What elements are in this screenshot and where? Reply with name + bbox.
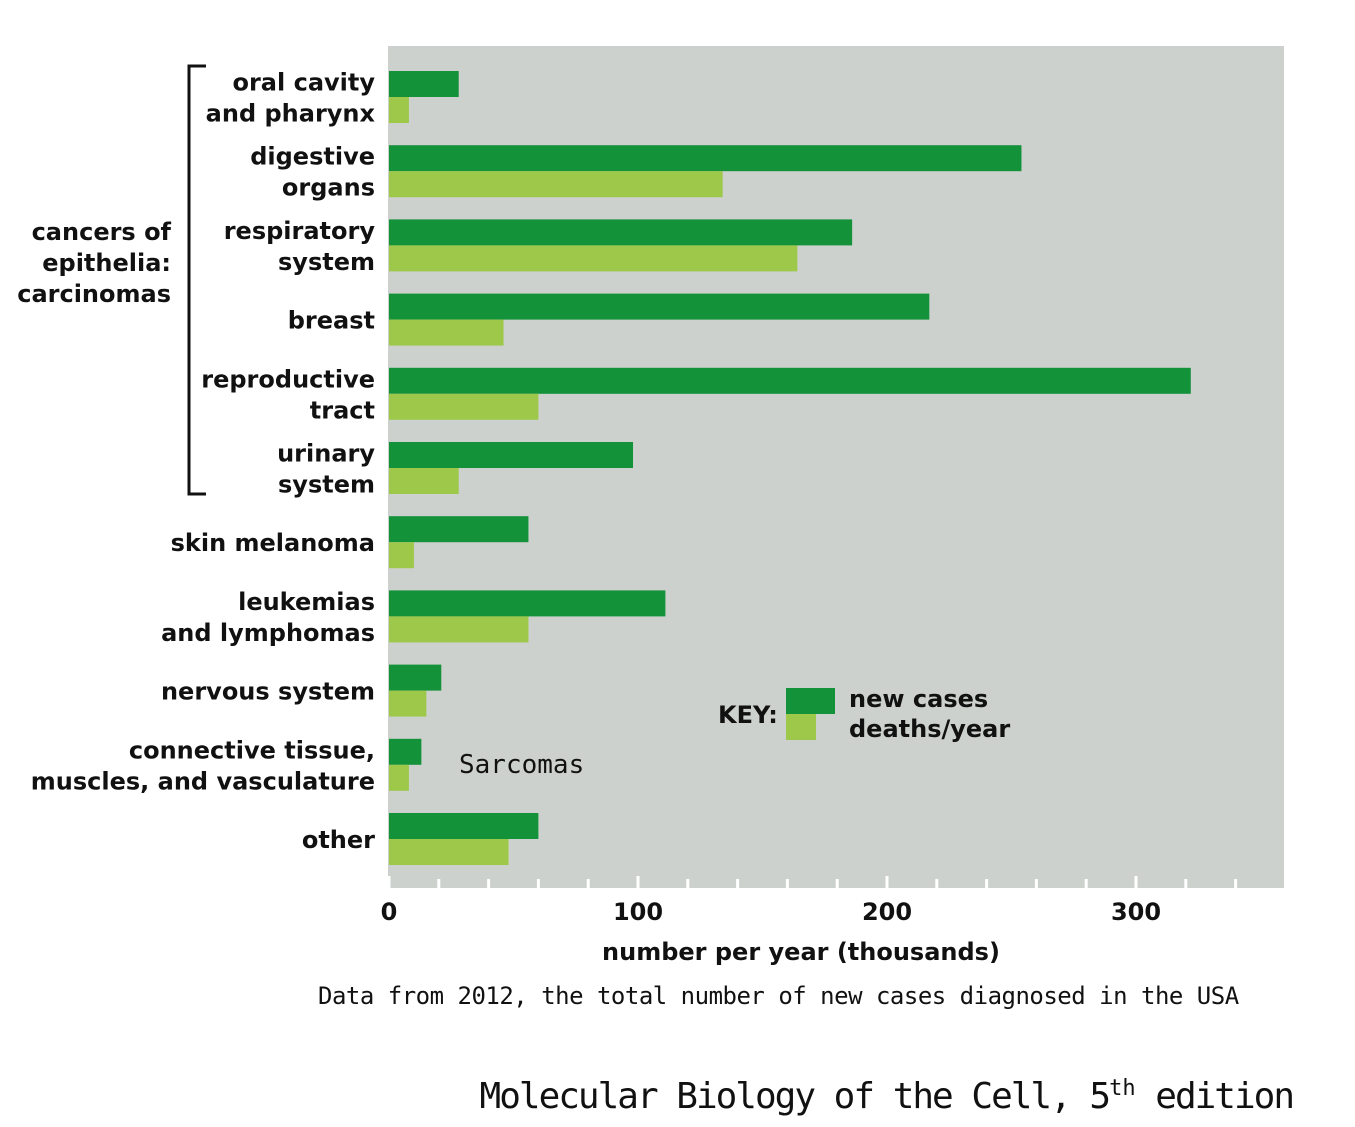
- bar-deaths-4: [389, 393, 539, 420]
- bar-deaths-5: [389, 468, 459, 494]
- bar-chart: oral cavity and pharynx digestive organs res…: [17, 46, 1284, 966]
- bar-deaths-0: [389, 97, 409, 123]
- category-label: and pharynx: [206, 100, 376, 128]
- bar-deaths-7: [389, 616, 529, 643]
- x-axis-title: number per year (thousands): [602, 938, 1000, 966]
- bar-new-cases-4: [389, 367, 1191, 394]
- category-label: and lymphomas: [161, 619, 375, 647]
- category-label: muscles, and vasculature: [31, 767, 375, 795]
- bar-deaths-3: [389, 319, 504, 346]
- bar-new-cases-10: [389, 813, 539, 839]
- category-label: respiratory: [224, 217, 376, 245]
- category-label: skin melanoma: [171, 529, 375, 557]
- group-label-carcinomas: cancers of epithelia: carcinomas: [17, 218, 171, 308]
- category-label: breast: [288, 307, 375, 335]
- category-label: other: [302, 826, 375, 854]
- bar-deaths-2: [389, 245, 798, 272]
- legend-title: KEY:: [718, 701, 778, 729]
- category-label: digestive: [250, 143, 375, 171]
- data-note: Data from 2012, the total number of new …: [318, 982, 1239, 1010]
- legend: KEY: new cases deaths/year: [718, 685, 1010, 743]
- category-label: system: [278, 471, 375, 499]
- x-axis-ticks: [387, 876, 1238, 888]
- legend-label-new-cases: new cases: [849, 685, 988, 713]
- x-tick-label: 0: [381, 898, 398, 926]
- bar-deaths-9: [389, 764, 409, 791]
- category-label: leukemias: [238, 588, 375, 616]
- x-tick-label: 100: [613, 898, 663, 926]
- bar-new-cases-5: [389, 442, 634, 468]
- category-label: connective tissue,: [129, 736, 375, 764]
- category-label: organs: [282, 174, 375, 202]
- source-prefix: Molecular Biology of the Cell, 5: [479, 1076, 1112, 1117]
- x-tick-label: 200: [862, 898, 912, 926]
- sarcomas-annotation: Sarcomas: [459, 750, 584, 780]
- bar-new-cases-9: [389, 738, 422, 765]
- category-labels: oral cavity and pharynx digestive organs res…: [31, 69, 376, 855]
- bar-new-cases-8: [389, 664, 442, 691]
- bar-new-cases-3: [389, 293, 930, 320]
- category-label: system: [278, 248, 375, 276]
- legend-swatch-deaths: [786, 714, 816, 740]
- x-tick-labels: 0 100 200 300: [381, 898, 1161, 926]
- bar-deaths-1: [389, 171, 723, 198]
- category-label: reproductive: [201, 365, 375, 393]
- bar-new-cases-1: [389, 145, 1022, 172]
- category-label: nervous system: [161, 678, 375, 706]
- bar-deaths-8: [389, 690, 427, 717]
- bar-new-cases-0: [389, 71, 459, 97]
- x-tick-label: 300: [1111, 898, 1161, 926]
- category-label: urinary: [277, 440, 375, 468]
- category-label: oral cavity: [232, 69, 375, 97]
- bar-deaths-10: [389, 839, 509, 865]
- bar-new-cases-6: [389, 516, 529, 543]
- carcinoma-bracket: [187, 64, 206, 496]
- legend-swatch-new-cases: [786, 688, 835, 714]
- source-suffix: edition: [1135, 1076, 1295, 1117]
- bar-new-cases-2: [389, 219, 853, 246]
- legend-label-deaths: deaths/year: [849, 715, 1010, 743]
- bar-deaths-6: [389, 542, 414, 569]
- source-citation: Molecular Biology of the Cell, 5th editi…: [479, 1076, 1295, 1117]
- source-superscript: th: [1109, 1076, 1136, 1101]
- category-label: tract: [310, 396, 375, 424]
- bar-new-cases-7: [389, 590, 666, 617]
- bar-series: [389, 71, 1191, 865]
